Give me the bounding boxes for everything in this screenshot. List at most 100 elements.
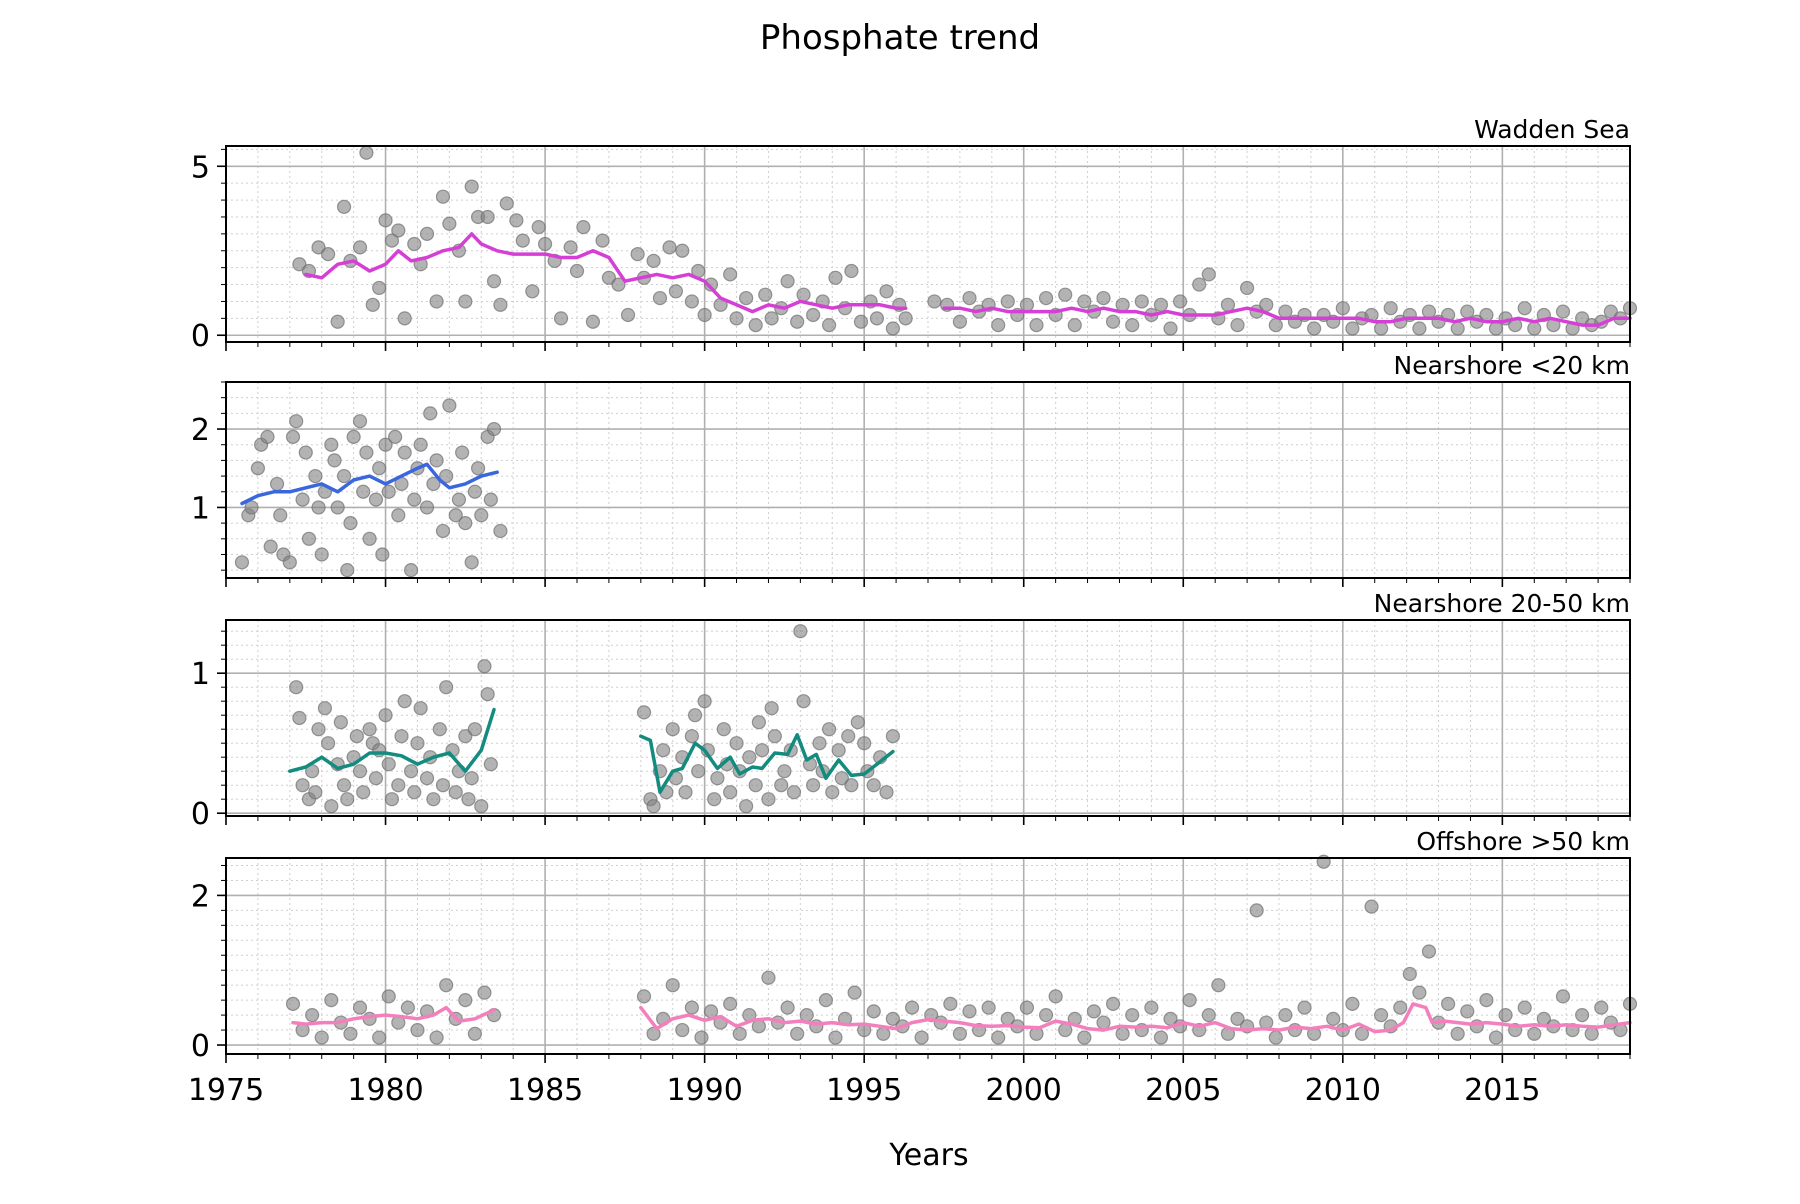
data-point (285, 996, 301, 1011)
data-point (410, 1022, 425, 1038)
data-point (381, 757, 396, 772)
data-point (407, 236, 422, 252)
data-point (1345, 996, 1360, 1011)
data-point (480, 209, 495, 225)
data-point (585, 314, 601, 329)
data-point (665, 722, 680, 737)
data-point (879, 785, 894, 800)
data-point (407, 785, 422, 800)
data-point (729, 736, 744, 751)
data-point (429, 294, 444, 309)
data-point (1192, 277, 1207, 292)
data-point (403, 764, 419, 779)
data-point (991, 318, 1006, 333)
panel-title: Wadden Sea (1474, 115, 1630, 144)
data-point (1105, 314, 1121, 329)
data-point (1278, 1007, 1293, 1023)
data-point (898, 311, 913, 326)
data-point (1306, 321, 1322, 336)
x-tick-label: 2005 (1145, 1073, 1221, 1108)
data-point (710, 771, 725, 786)
data-point (927, 294, 942, 309)
data-point (1048, 989, 1063, 1004)
trend-line (942, 306, 1632, 327)
data-point (1096, 1015, 1111, 1030)
data-point (464, 555, 479, 570)
data-point (841, 729, 856, 744)
data-point (716, 722, 731, 737)
data-point (397, 311, 412, 326)
data-point (774, 778, 789, 793)
data-point (876, 1026, 891, 1041)
data-point (388, 429, 403, 444)
data-point (857, 736, 872, 751)
data-point (314, 1030, 329, 1045)
data-point (343, 516, 358, 531)
data-point (419, 226, 435, 241)
data-point (1412, 321, 1427, 336)
data-point (821, 318, 837, 333)
data-point (844, 263, 859, 279)
data-point (620, 307, 636, 323)
data-point (410, 736, 425, 751)
data-point (439, 680, 454, 695)
data-point (563, 240, 578, 255)
data-point (292, 257, 307, 272)
data-point (981, 1000, 996, 1015)
data-point (426, 792, 441, 807)
data-point (352, 1000, 368, 1015)
data-point (885, 321, 901, 336)
data-point (461, 792, 476, 807)
data-point (1412, 985, 1427, 1000)
data-point (474, 508, 489, 523)
data-point (668, 284, 684, 299)
data-point (486, 421, 502, 437)
data-point (365, 297, 380, 312)
data-point (1125, 1007, 1140, 1023)
data-point (646, 253, 661, 268)
data-point (828, 270, 843, 285)
data-point (458, 516, 473, 531)
data-point (336, 199, 352, 214)
data-point (483, 757, 498, 772)
data-point (439, 978, 454, 993)
x-tick-label: 2015 (1464, 1073, 1540, 1108)
data-point (1230, 1011, 1245, 1026)
data-point (282, 555, 297, 570)
data-point (1163, 321, 1178, 336)
data-point (729, 311, 744, 326)
trend-line (288, 707, 496, 773)
data-point (1153, 297, 1169, 312)
data-point (1058, 287, 1073, 302)
data-point (375, 547, 390, 562)
data-point (767, 729, 782, 744)
data-point (1555, 304, 1571, 319)
trend-line (291, 1005, 496, 1026)
data-point (423, 406, 438, 421)
data-point (943, 996, 958, 1011)
data-point (486, 274, 502, 289)
data-point (904, 1000, 920, 1015)
data-point (636, 705, 652, 720)
data-point (1077, 294, 1092, 309)
y-tick-label: 0 (191, 1029, 210, 1064)
data-point (1115, 1026, 1130, 1041)
data-point (1038, 290, 1054, 306)
data-point (515, 233, 530, 248)
data-point (340, 563, 355, 578)
data-point (678, 785, 693, 800)
data-point (378, 437, 393, 452)
data-point (372, 280, 387, 296)
data-point (413, 701, 428, 716)
data-point (1259, 297, 1274, 312)
data-point (327, 453, 342, 468)
data-point (391, 508, 406, 523)
data-point (1584, 1026, 1599, 1041)
data-point (435, 189, 451, 204)
data-point (1172, 294, 1188, 309)
data-point (1086, 1004, 1102, 1019)
x-tick-label: 2010 (1305, 1073, 1381, 1108)
data-point (869, 311, 885, 326)
